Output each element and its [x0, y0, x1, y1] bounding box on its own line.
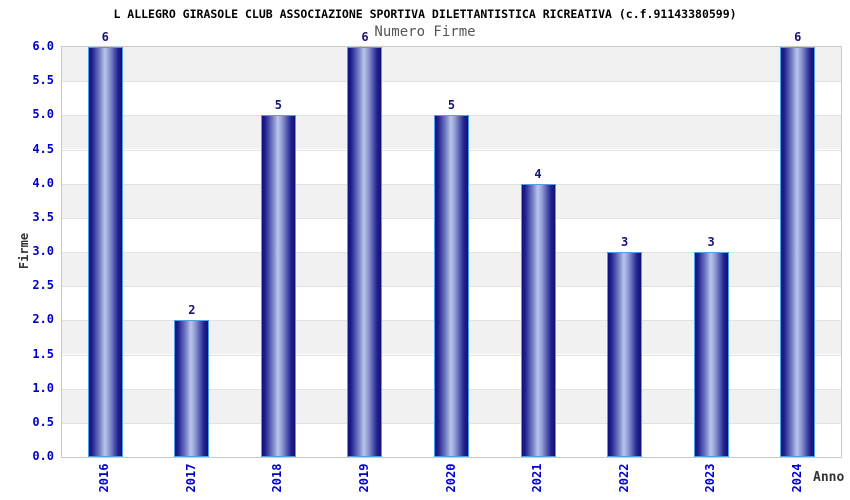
x-tick-label: 2020 — [443, 463, 458, 493]
y-tick-label: 3.0 — [32, 244, 54, 258]
x-tick-label: 2017 — [183, 463, 198, 493]
x-tick-label: 2021 — [530, 463, 545, 493]
y-tick-label: 5.0 — [32, 107, 54, 122]
y-tick-label: 1.0 — [32, 380, 54, 395]
plot-stripe — [62, 47, 841, 82]
bar-value-label: 2 — [188, 303, 196, 318]
plot-stripe — [62, 81, 841, 116]
bar-value-label: 6 — [794, 30, 802, 44]
bar-2022 — [607, 252, 643, 457]
bar-value-label: 5 — [274, 98, 282, 113]
bar-2023 — [693, 252, 729, 457]
chart-subtitle: Numero Firme — [374, 24, 476, 40]
bar-value-label: 3 — [707, 235, 715, 249]
bar-value-label: 6 — [361, 30, 369, 44]
gridline — [62, 81, 841, 83]
x-tick-label: 2016 — [97, 463, 112, 493]
y-tick-label: 3.5 — [32, 209, 54, 224]
bar-2024 — [780, 47, 816, 457]
bar-value-label: 6 — [101, 30, 109, 44]
x-axis-label: Anno — [813, 470, 845, 485]
bar-2020 — [434, 115, 469, 457]
bar-2017 — [174, 320, 210, 457]
bar-value-label: 4 — [534, 166, 542, 181]
x-tick-label: 2018 — [270, 463, 285, 493]
x-tick-label: 2023 — [703, 463, 718, 493]
x-tick-label: 2019 — [356, 463, 371, 493]
y-tick-label: 2.5 — [32, 278, 54, 293]
y-tick-label: 2.0 — [32, 312, 54, 327]
y-tick-label: 5.5 — [32, 73, 54, 88]
y-tick-label: 0.5 — [32, 414, 54, 429]
bar-value-label: 3 — [620, 235, 629, 249]
bar-2018 — [260, 115, 296, 457]
y-tick-label: 0.0 — [32, 449, 54, 463]
y-tick-label: 1.5 — [32, 346, 54, 361]
bar-2016 — [87, 47, 123, 457]
bar-2019 — [347, 47, 383, 457]
bar-value-label: 5 — [447, 98, 456, 113]
plot-area: 6 2 5 6 5 4 3 3 6 — [61, 30, 842, 458]
y-tick-label: 4.5 — [32, 141, 54, 156]
y-tick-label: 4.0 — [32, 175, 54, 190]
y-tick-label: 6.0 — [32, 39, 54, 53]
bar-2021 — [520, 183, 556, 457]
x-tick-label: 2022 — [616, 463, 631, 493]
x-tick-label: 2024 — [789, 463, 804, 493]
chart-title: L ALLEGRO GIRASOLE CLUB ASSOCIAZIONE SPO… — [113, 7, 737, 21]
